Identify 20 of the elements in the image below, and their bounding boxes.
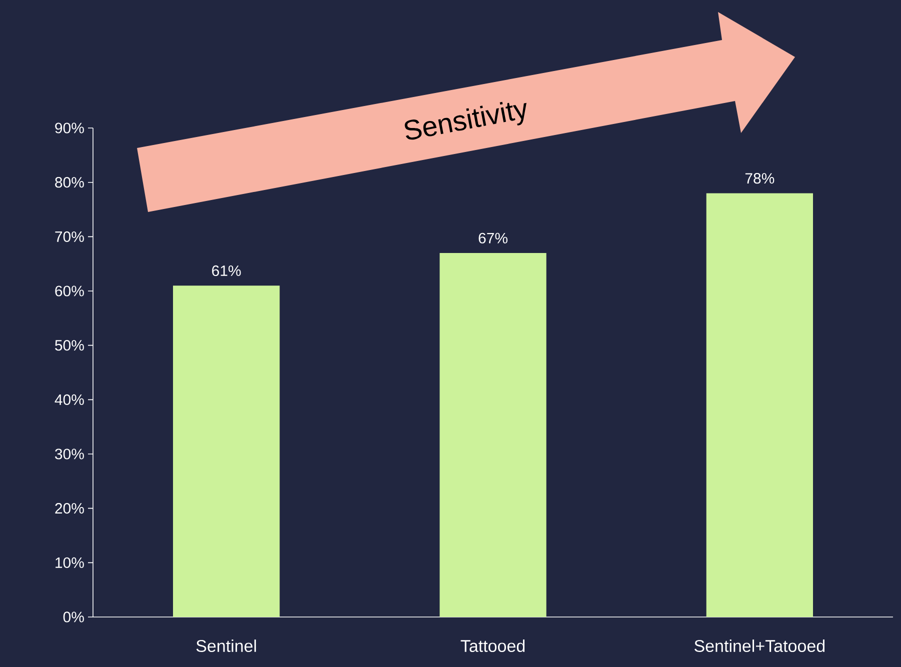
y-tick-label: 90% (55, 122, 84, 134)
y-tick-label: 30% (55, 448, 84, 460)
bar (706, 193, 814, 617)
y-tick-label: 80% (55, 177, 84, 188)
y-tick-label: 50% (55, 340, 84, 351)
bar (440, 252, 546, 617)
bar (173, 286, 280, 617)
data-label: 67% (478, 232, 508, 244)
y-tick-label: 40% (54, 394, 84, 405)
data-label: 78% (745, 173, 774, 184)
x-tick-label: Sentinel+Tatooed (694, 640, 825, 652)
y-tick-label: 20% (55, 503, 84, 514)
y-tick-label: 60% (55, 286, 84, 296)
x-tick-label: Sentinel (196, 640, 256, 652)
data-label: 61% (212, 265, 241, 276)
y-tick-label: 0% (63, 612, 84, 622)
y-tick-label: 70% (55, 231, 84, 242)
x-tick-label: Tattooed (460, 640, 525, 652)
y-tick-label: 10% (56, 557, 84, 568)
annotation: Sensitivity (404, 102, 526, 140)
